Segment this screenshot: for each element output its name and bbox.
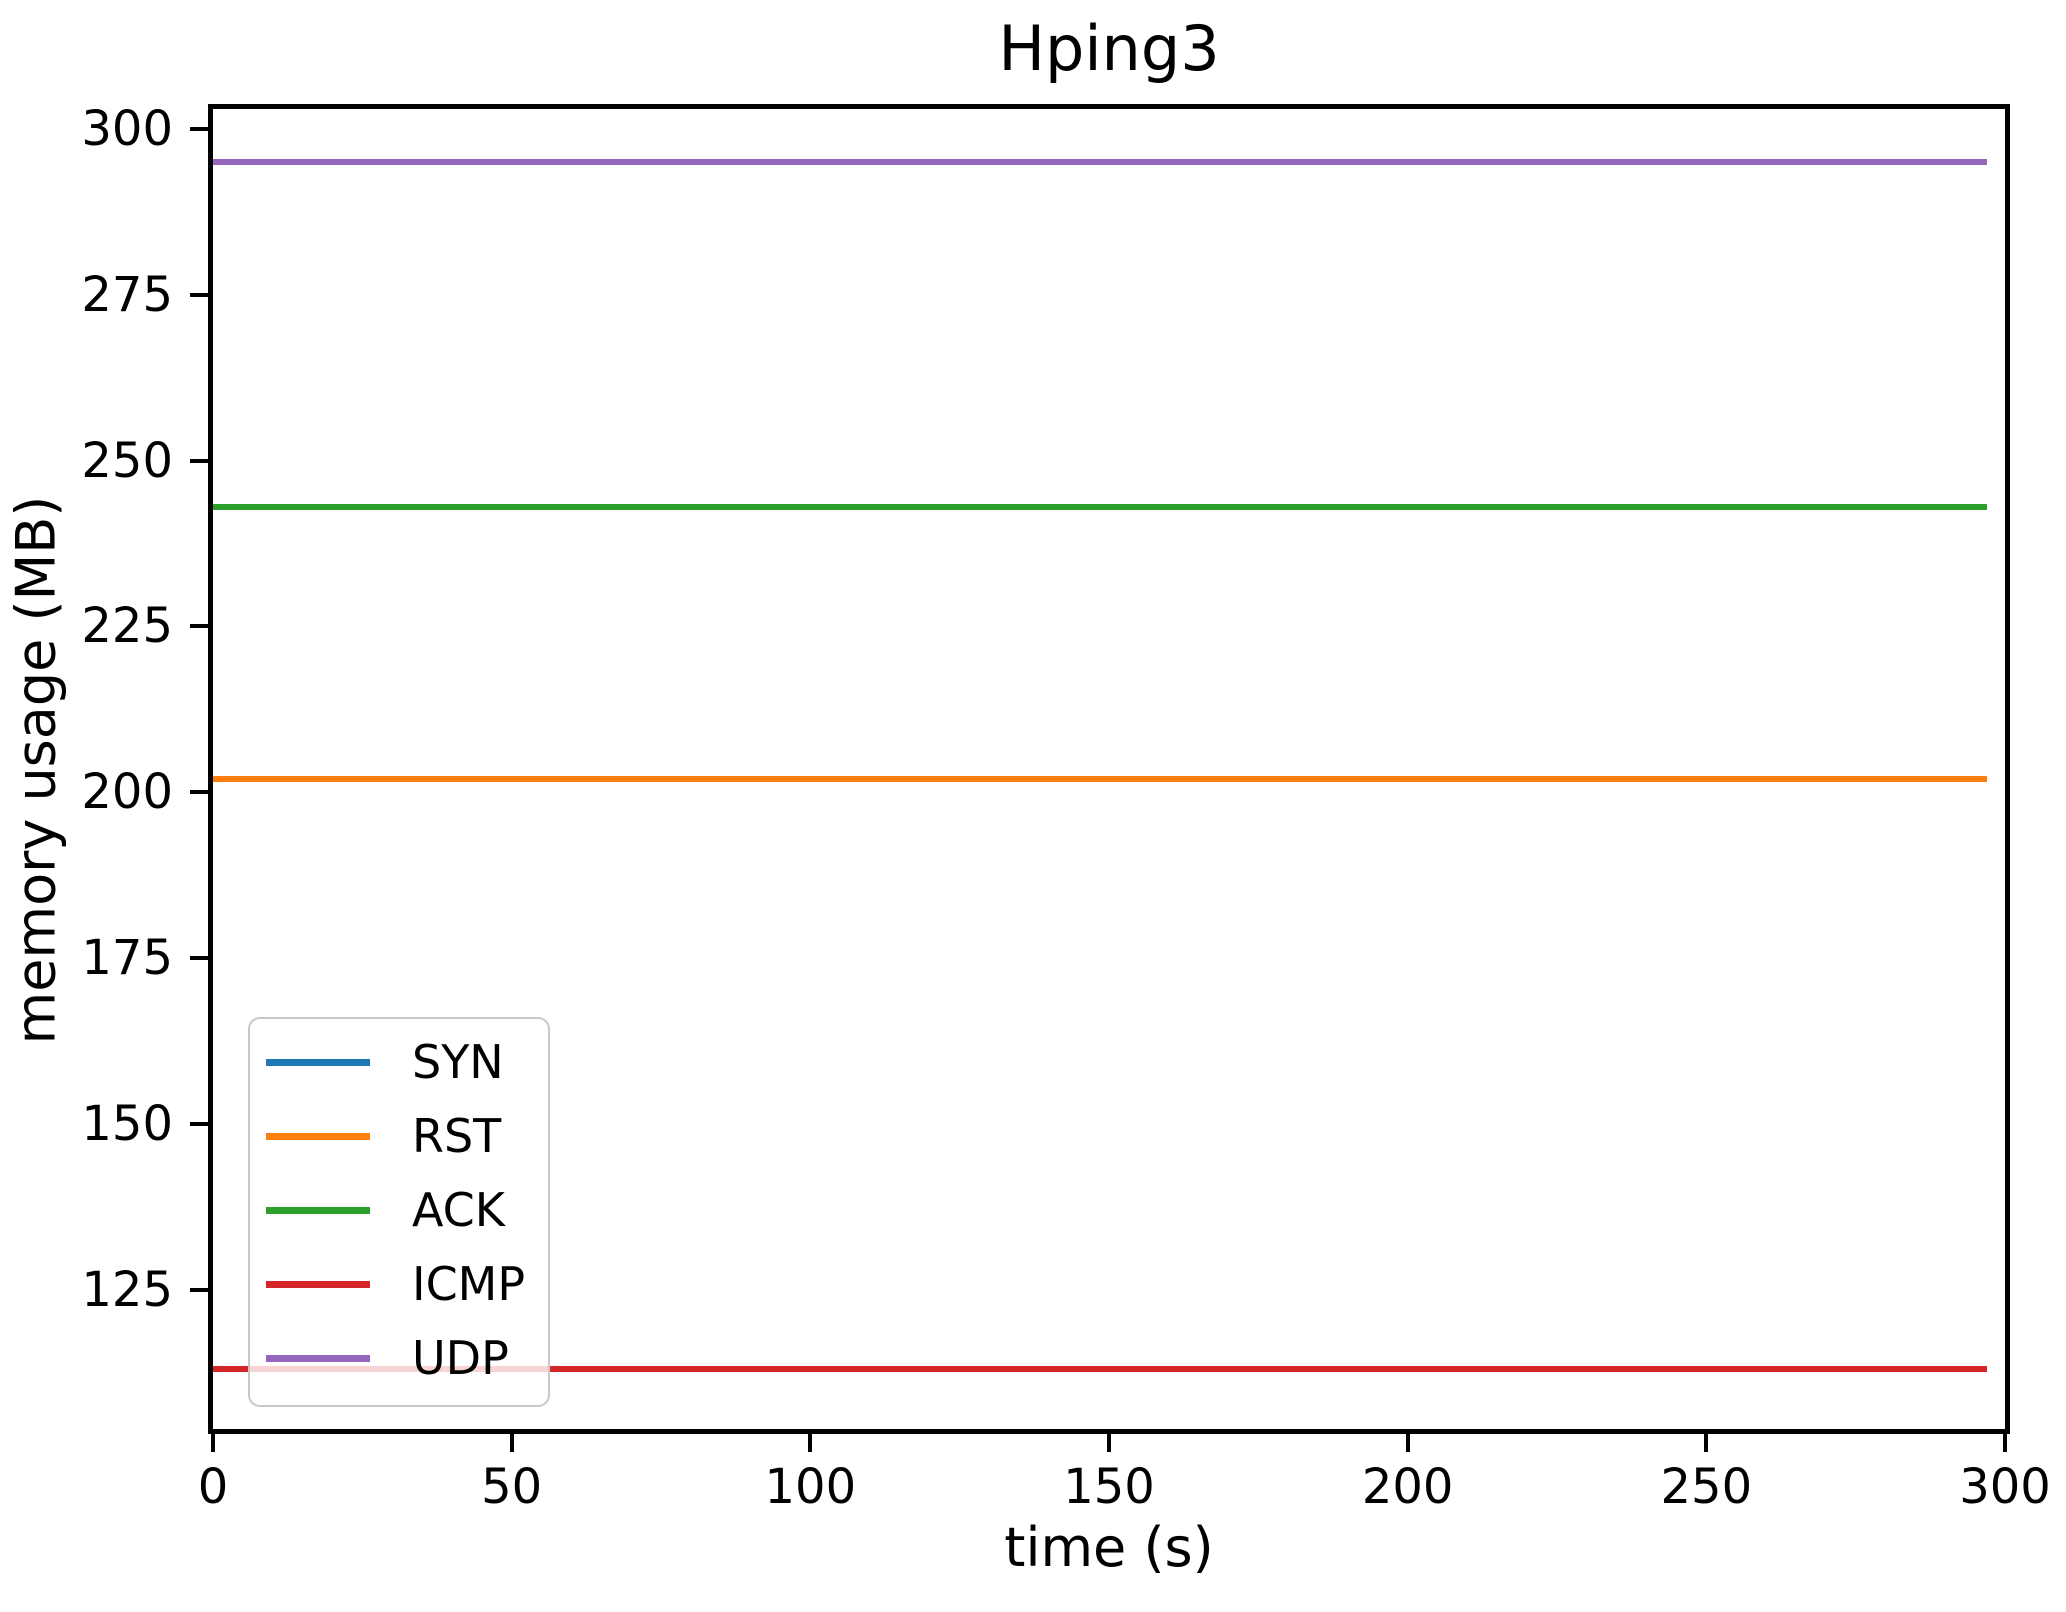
legend-swatch	[266, 1354, 370, 1362]
x-tick-mark	[211, 1434, 215, 1452]
legend-swatch	[266, 1058, 370, 1066]
x-tick-label: 200	[1361, 1459, 1454, 1515]
x-tick-mark	[509, 1434, 514, 1452]
chart-title: Hping3	[998, 12, 1220, 85]
y-tick-label: 275	[81, 266, 173, 323]
legend-label: ACK	[412, 1183, 505, 1237]
y-axis-label: memory usage (MB)	[4, 495, 68, 1045]
legend-entry-udp: UDP	[250, 1321, 548, 1395]
legend-swatch	[266, 1132, 370, 1140]
series-line-icmp	[213, 1366, 1988, 1373]
y-tick-mark	[190, 458, 208, 463]
y-tick-mark	[190, 624, 208, 629]
y-tick-mark	[190, 292, 208, 297]
x-axis-label: time (s)	[1004, 1516, 1214, 1579]
legend-swatch	[266, 1206, 370, 1214]
plot-area: 0 50 100 150 200 250 300 125 150 175 200 225 250 275 3…	[81, 101, 2050, 1515]
x-tick-label: 0	[197, 1459, 229, 1515]
legend: SYN RST ACK ICMP UDP	[248, 1017, 550, 1407]
legend-label: RST	[412, 1109, 502, 1163]
legend-label: ICMP	[412, 1257, 526, 1311]
legend-entry-ack: ACK	[250, 1173, 548, 1247]
series-line-rst	[213, 775, 1988, 782]
x-tick-mark	[1107, 1434, 1111, 1452]
y-tick-mark	[190, 1121, 208, 1126]
series-line-udp	[213, 159, 1988, 166]
series-line-ack	[213, 503, 1988, 510]
y-tick-label: 200	[81, 764, 173, 821]
legend-entry-icmp: ICMP	[250, 1247, 548, 1321]
legend-entry-rst: RST	[250, 1099, 548, 1173]
plot-canvas: 0 50 100 150 200 250 300 125 150 175 200 225 250 275 3…	[81, 101, 2050, 1515]
x-tick-label: 50	[481, 1459, 543, 1515]
x-tick-label: 100	[764, 1459, 857, 1515]
x-tick-mark	[1405, 1434, 1410, 1452]
y-tick-label: 150	[81, 1095, 173, 1152]
y-tick-mark	[190, 790, 208, 795]
y-tick-label: 225	[81, 598, 173, 655]
y-tick-label: 300	[81, 100, 173, 157]
y-tick-mark	[190, 126, 208, 131]
x-tick-label: 150	[1063, 1459, 1155, 1515]
x-tick-label: 250	[1660, 1459, 1753, 1515]
y-tick-label: 175	[81, 930, 173, 987]
legend-label: SYN	[412, 1035, 504, 1089]
x-tick-mark	[808, 1434, 813, 1452]
y-tick-mark	[190, 956, 208, 961]
y-tick-label: 250	[81, 432, 173, 489]
x-tick-mark	[2003, 1434, 2007, 1452]
y-tick-label: 125	[81, 1261, 173, 1318]
x-tick-label: 300	[1959, 1459, 2051, 1515]
y-tick-mark	[190, 1287, 208, 1292]
legend-swatch	[266, 1280, 370, 1288]
legend-entry-syn: SYN	[250, 1025, 548, 1099]
x-tick-mark	[1704, 1434, 1709, 1452]
legend-label: UDP	[412, 1331, 509, 1385]
